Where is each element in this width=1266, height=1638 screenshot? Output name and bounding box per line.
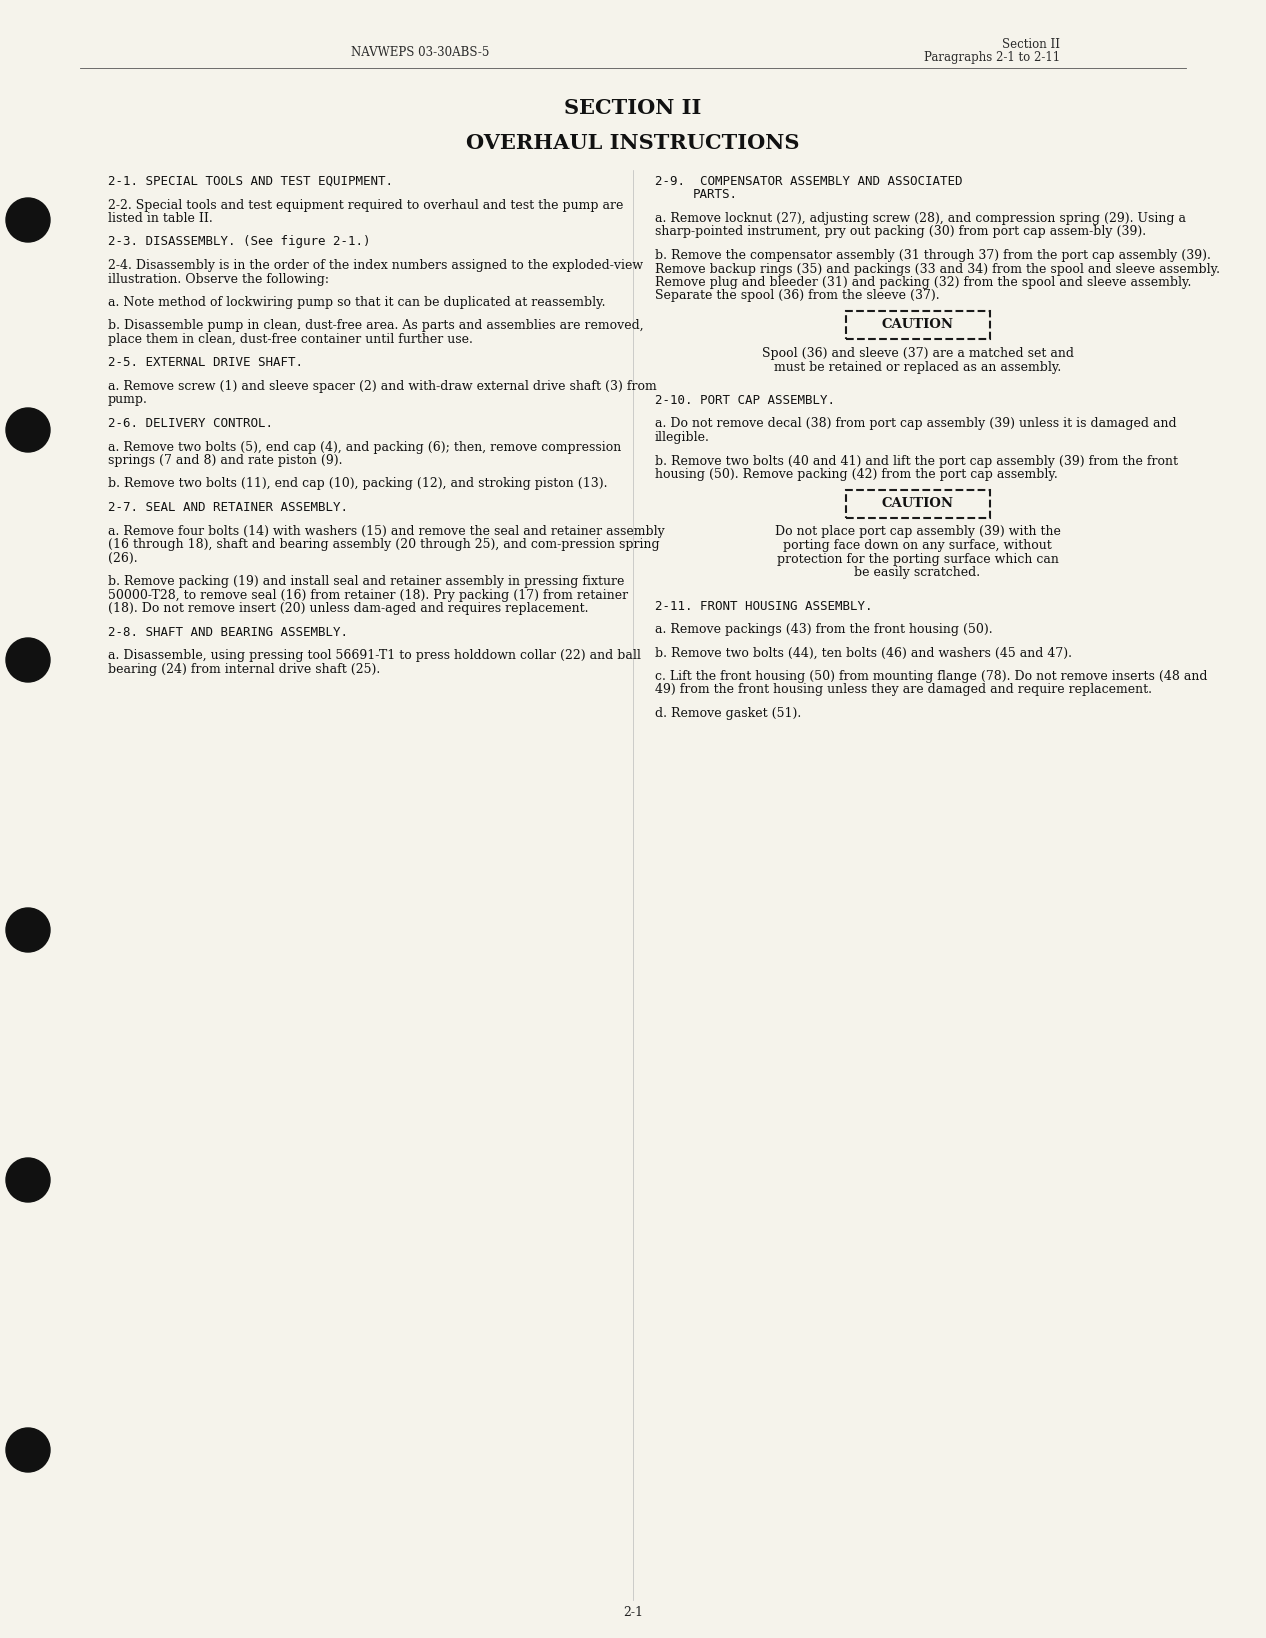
Text: be easily scratched.: be easily scratched.	[855, 567, 981, 578]
Text: place them in clean, dust-free container until further use.: place them in clean, dust-free container…	[108, 333, 473, 346]
Circle shape	[6, 1428, 49, 1473]
Text: 2-9.  COMPENSATOR ASSEMBLY AND ASSOCIATED: 2-9. COMPENSATOR ASSEMBLY AND ASSOCIATED	[655, 175, 962, 188]
Text: c. Lift the front housing (50) from mounting flange (78). Do not remove inserts : c. Lift the front housing (50) from moun…	[655, 670, 1208, 683]
Text: 2-3. DISASSEMBLY. (See figure 2-1.): 2-3. DISASSEMBLY. (See figure 2-1.)	[108, 236, 371, 249]
Text: 2-10. PORT CAP ASSEMBLY.: 2-10. PORT CAP ASSEMBLY.	[655, 395, 836, 406]
Text: 2-1: 2-1	[623, 1605, 643, 1618]
Text: 2-4. Disassembly is in the order of the index numbers assigned to the exploded-v: 2-4. Disassembly is in the order of the …	[108, 259, 643, 272]
Text: listed in table II.: listed in table II.	[108, 211, 213, 224]
Text: d. Remove gasket (51).: d. Remove gasket (51).	[655, 708, 801, 721]
Text: 49) from the front housing unless they are damaged and require replacement.: 49) from the front housing unless they a…	[655, 683, 1152, 696]
Text: b. Disassemble pump in clean, dust-free area. As parts and assemblies are remove: b. Disassemble pump in clean, dust-free …	[108, 319, 643, 333]
Text: pump.: pump.	[108, 393, 148, 406]
Text: bearing (24) from internal drive shaft (25).: bearing (24) from internal drive shaft (…	[108, 662, 380, 675]
Text: a. Remove screw (1) and sleeve spacer (2) and with-draw external drive shaft (3): a. Remove screw (1) and sleeve spacer (2…	[108, 380, 657, 393]
Text: must be retained or replaced as an assembly.: must be retained or replaced as an assem…	[774, 360, 1061, 373]
Text: protection for the porting surface which can: protection for the porting surface which…	[776, 552, 1058, 565]
Text: 2-6. DELIVERY CONTROL.: 2-6. DELIVERY CONTROL.	[108, 418, 273, 431]
Text: Paragraphs 2-1 to 2-11: Paragraphs 2-1 to 2-11	[924, 51, 1060, 64]
Circle shape	[6, 637, 49, 681]
Text: 2-8. SHAFT AND BEARING ASSEMBLY.: 2-8. SHAFT AND BEARING ASSEMBLY.	[108, 626, 348, 639]
Text: (16 through 18), shaft and bearing assembly (20 through 25), and com-pression sp: (16 through 18), shaft and bearing assem…	[108, 537, 660, 550]
Text: Do not place port cap assembly (39) with the: Do not place port cap assembly (39) with…	[775, 526, 1061, 539]
Circle shape	[6, 907, 49, 952]
Text: b. Remove the compensator assembly (31 through 37) from the port cap assembly (3: b. Remove the compensator assembly (31 t…	[655, 249, 1210, 262]
Text: 2-11. FRONT HOUSING ASSEMBLY.: 2-11. FRONT HOUSING ASSEMBLY.	[655, 600, 872, 613]
Text: a. Remove four bolts (14) with washers (15) and remove the seal and retainer ass: a. Remove four bolts (14) with washers (…	[108, 524, 665, 537]
Text: illustration. Observe the following:: illustration. Observe the following:	[108, 272, 329, 285]
Text: a. Remove two bolts (5), end cap (4), and packing (6); then, remove compression: a. Remove two bolts (5), end cap (4), an…	[108, 441, 622, 454]
Circle shape	[6, 198, 49, 242]
Text: sharp-pointed instrument, pry out packing (30) from port cap assem-bly (39).: sharp-pointed instrument, pry out packin…	[655, 226, 1146, 239]
Text: a. Do not remove decal (38) from port cap assembly (39) unless it is damaged and: a. Do not remove decal (38) from port ca…	[655, 418, 1176, 431]
Text: a. Remove locknut (27), adjusting screw (28), and compression spring (29). Using: a. Remove locknut (27), adjusting screw …	[655, 211, 1186, 224]
Text: Spool (36) and sleeve (37) are a matched set and: Spool (36) and sleeve (37) are a matched…	[762, 347, 1074, 360]
Text: b. Remove two bolts (40 and 41) and lift the port cap assembly (39) from the fro: b. Remove two bolts (40 and 41) and lift…	[655, 454, 1177, 467]
Text: (26).: (26).	[108, 552, 138, 565]
Text: housing (50). Remove packing (42) from the port cap assembly.: housing (50). Remove packing (42) from t…	[655, 468, 1058, 482]
Text: Remove plug and bleeder (31) and packing (32) from the spool and sleeve assembly: Remove plug and bleeder (31) and packing…	[655, 275, 1191, 288]
Text: 2-2. Special tools and test equipment required to overhaul and test the pump are: 2-2. Special tools and test equipment re…	[108, 198, 623, 211]
Text: a. Disassemble, using pressing tool 56691-T1 to press holddown collar (22) and b: a. Disassemble, using pressing tool 5669…	[108, 649, 641, 662]
Text: NAVWEPS 03-30ABS-5: NAVWEPS 03-30ABS-5	[351, 46, 489, 59]
Text: CAUTION: CAUTION	[881, 318, 953, 331]
Text: 2-7. SEAL AND RETAINER ASSEMBLY.: 2-7. SEAL AND RETAINER ASSEMBLY.	[108, 501, 348, 514]
Text: 2-5. EXTERNAL DRIVE SHAFT.: 2-5. EXTERNAL DRIVE SHAFT.	[108, 357, 303, 370]
Text: PARTS.: PARTS.	[693, 188, 738, 201]
Text: illegible.: illegible.	[655, 431, 710, 444]
Text: b. Remove two bolts (44), ten bolts (46) and washers (45 and 47).: b. Remove two bolts (44), ten bolts (46)…	[655, 647, 1072, 660]
Text: 50000-T28, to remove seal (16) from retainer (18). Pry packing (17) from retaine: 50000-T28, to remove seal (16) from reta…	[108, 588, 628, 601]
Text: 2-1. SPECIAL TOOLS AND TEST EQUIPMENT.: 2-1. SPECIAL TOOLS AND TEST EQUIPMENT.	[108, 175, 392, 188]
Circle shape	[6, 408, 49, 452]
Text: CAUTION: CAUTION	[881, 496, 953, 509]
Text: b. Remove packing (19) and install seal and retainer assembly in pressing fixtur: b. Remove packing (19) and install seal …	[108, 575, 624, 588]
Text: b. Remove two bolts (11), end cap (10), packing (12), and stroking piston (13).: b. Remove two bolts (11), end cap (10), …	[108, 478, 608, 490]
Text: porting face down on any surface, without: porting face down on any surface, withou…	[784, 539, 1052, 552]
Text: (18). Do not remove insert (20) unless dam-aged and requires replacement.: (18). Do not remove insert (20) unless d…	[108, 603, 589, 614]
Text: springs (7 and 8) and rate piston (9).: springs (7 and 8) and rate piston (9).	[108, 454, 343, 467]
Text: Remove backup rings (35) and packings (33 and 34) from the spool and sleeve asse: Remove backup rings (35) and packings (3…	[655, 262, 1220, 275]
Text: Section II: Section II	[1001, 38, 1060, 51]
Circle shape	[6, 1158, 49, 1202]
Text: a. Note method of lockwiring pump so that it can be duplicated at reassembly.: a. Note method of lockwiring pump so tha…	[108, 296, 605, 310]
Text: Separate the spool (36) from the sleeve (37).: Separate the spool (36) from the sleeve …	[655, 290, 939, 303]
Text: OVERHAUL INSTRUCTIONS: OVERHAUL INSTRUCTIONS	[466, 133, 800, 152]
Text: SECTION II: SECTION II	[565, 98, 701, 118]
Text: a. Remove packings (43) from the front housing (50).: a. Remove packings (43) from the front h…	[655, 622, 993, 636]
